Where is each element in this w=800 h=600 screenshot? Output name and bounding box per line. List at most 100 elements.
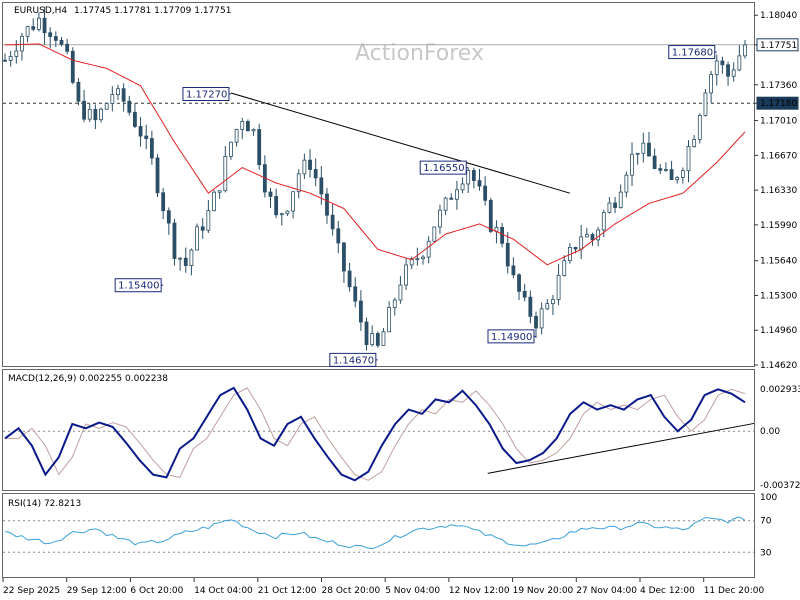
price-callout: 1.17270 bbox=[182, 86, 231, 101]
candle bbox=[703, 88, 708, 117]
candle bbox=[426, 236, 431, 264]
candle-body bbox=[99, 108, 103, 121]
candle-body bbox=[743, 44, 747, 57]
candle bbox=[697, 113, 702, 144]
candle-body bbox=[144, 135, 149, 139]
candle-body bbox=[426, 240, 431, 258]
candle bbox=[624, 171, 629, 198]
candle bbox=[20, 32, 24, 61]
candle bbox=[545, 298, 550, 310]
candle-body bbox=[680, 170, 685, 178]
candle bbox=[302, 153, 307, 180]
candle-body bbox=[584, 234, 589, 238]
candle bbox=[358, 290, 363, 331]
candle bbox=[471, 167, 476, 189]
candle-body bbox=[234, 129, 239, 143]
candle bbox=[404, 257, 408, 290]
candle-body bbox=[387, 307, 392, 333]
candle bbox=[669, 160, 674, 181]
candle-body bbox=[82, 100, 86, 120]
candle bbox=[246, 119, 250, 132]
candle bbox=[161, 187, 166, 220]
candle bbox=[99, 107, 103, 123]
candle bbox=[737, 45, 742, 72]
candle bbox=[652, 148, 657, 170]
candle-body bbox=[342, 242, 346, 272]
axes-layer: 1.18040 1.17751 1.17360 1.17180 1.17010 1.166… bbox=[2, 11, 800, 596]
candle-body bbox=[257, 129, 262, 165]
candle bbox=[387, 301, 392, 333]
candle bbox=[313, 158, 318, 187]
candle-body bbox=[477, 180, 482, 187]
candle-body bbox=[601, 211, 606, 231]
macd-line bbox=[4, 386, 746, 482]
candle-body bbox=[471, 170, 476, 181]
candle bbox=[133, 103, 137, 129]
price-panel-frame bbox=[2, 2, 755, 367]
candle bbox=[443, 196, 448, 216]
candle bbox=[59, 36, 64, 47]
candle-body bbox=[65, 43, 70, 52]
candle bbox=[511, 257, 516, 279]
candle-body bbox=[528, 296, 533, 317]
candle bbox=[534, 311, 538, 339]
moving-average-line bbox=[4, 43, 746, 266]
candle-body bbox=[70, 50, 75, 83]
candle-body bbox=[432, 226, 437, 242]
candle bbox=[635, 152, 640, 165]
rsi-layer bbox=[3, 516, 754, 553]
candle-body bbox=[449, 197, 454, 200]
candle-body bbox=[726, 64, 730, 77]
candle bbox=[381, 327, 386, 346]
candle bbox=[647, 131, 651, 157]
candle-body bbox=[274, 196, 279, 216]
candle bbox=[483, 176, 488, 206]
candle bbox=[584, 227, 589, 238]
candle bbox=[579, 224, 584, 260]
candle bbox=[110, 86, 115, 112]
candle bbox=[93, 104, 98, 130]
candle bbox=[398, 275, 403, 304]
candle bbox=[477, 168, 482, 191]
candle bbox=[25, 25, 30, 43]
price-tick-label: 1.16670 bbox=[760, 151, 797, 161]
candle-body bbox=[87, 109, 92, 120]
candle bbox=[206, 200, 211, 234]
candle-body bbox=[358, 300, 363, 323]
candle bbox=[234, 128, 239, 147]
price-tag bbox=[756, 96, 799, 110]
candle bbox=[488, 197, 493, 234]
candle-body bbox=[217, 190, 222, 193]
candle-body bbox=[731, 69, 736, 77]
candle bbox=[212, 190, 216, 212]
candle-body bbox=[460, 183, 465, 191]
candle bbox=[500, 223, 504, 248]
macd-tick-label: 0.002933 bbox=[760, 385, 800, 395]
price-callout: 1.14900 bbox=[487, 329, 536, 344]
x-tick-label: 21 Oct 12:00 bbox=[258, 586, 317, 596]
candle bbox=[336, 221, 341, 254]
candle-body bbox=[308, 159, 312, 170]
price-tag bbox=[756, 38, 799, 52]
rsi-tick-label: 70 bbox=[760, 517, 772, 527]
candle-body bbox=[392, 299, 397, 308]
candle-body bbox=[31, 26, 36, 30]
x-tick-label: 4 Dec 12:00 bbox=[640, 586, 695, 596]
candle-body bbox=[664, 169, 668, 171]
candle bbox=[223, 146, 228, 193]
candle bbox=[121, 83, 126, 112]
candle-body bbox=[8, 56, 13, 61]
candle-body bbox=[697, 114, 702, 140]
candle bbox=[87, 103, 92, 123]
candle bbox=[291, 191, 295, 219]
price-tick-label: 1.17360 bbox=[760, 81, 797, 91]
ohlc-values: 1.17745 1.17781 1.17709 1.17751 bbox=[74, 6, 231, 16]
candle-body bbox=[240, 121, 245, 130]
price-tick-label: 1.15300 bbox=[760, 291, 797, 301]
candle-body bbox=[398, 284, 403, 301]
candle-body bbox=[364, 321, 369, 346]
candle bbox=[714, 54, 719, 86]
candle bbox=[505, 232, 510, 274]
candle bbox=[686, 140, 691, 183]
candle-body bbox=[166, 210, 171, 224]
